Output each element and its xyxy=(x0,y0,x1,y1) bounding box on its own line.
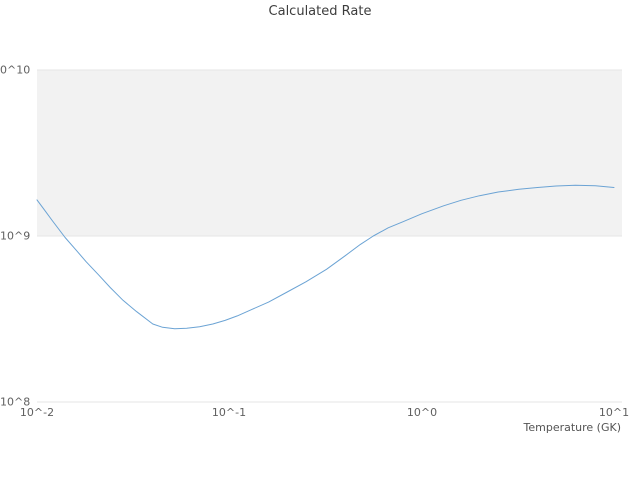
rate-line xyxy=(36,184,615,330)
x-axis-label: Temperature (GK) xyxy=(523,421,622,434)
highlight-band xyxy=(37,70,622,236)
x-tick-label: 10^-2 xyxy=(19,406,55,419)
chart-title: Calculated Rate xyxy=(268,4,372,19)
x-tick-label: 10^1 xyxy=(598,406,630,419)
y-tick-label: 10^10 xyxy=(0,63,31,77)
y-tick-label: 10^9 xyxy=(0,229,31,243)
y-tick-label: 10^8 xyxy=(0,395,31,409)
x-tick-label: 10^-1 xyxy=(211,406,247,419)
x-tick-label: 10^0 xyxy=(406,406,438,419)
